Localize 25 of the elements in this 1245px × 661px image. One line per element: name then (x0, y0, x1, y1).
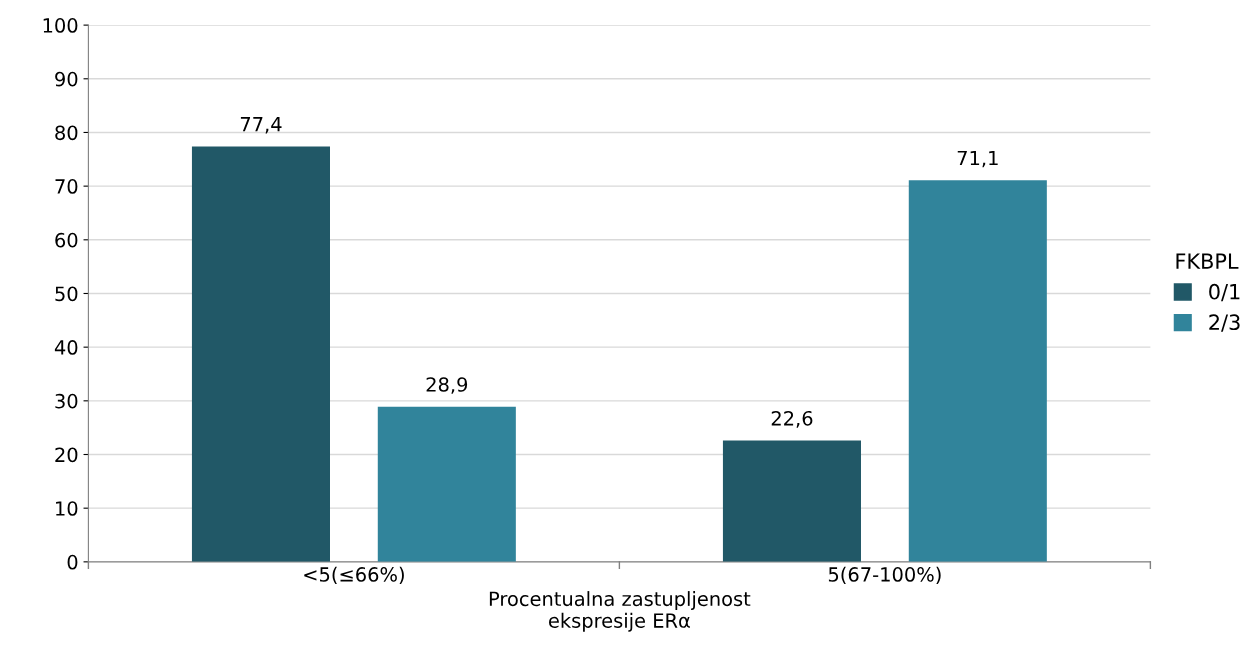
y-tick-label: 60 (55, 232, 78, 248)
y-tick-label: 40 (54, 340, 78, 355)
bar (908, 180, 1047, 562)
y-tick-label: 0 (67, 554, 78, 570)
y-tick-label: 30 (55, 393, 78, 409)
y-tick-label: 70 (55, 179, 78, 194)
legend-title: FKBPL (1176, 253, 1239, 269)
data-label: 77,4 (240, 117, 282, 134)
y-tick-label: 10 (56, 501, 78, 516)
y-tick-label: 100 (43, 18, 78, 33)
legend-label: 2/3 (1209, 314, 1240, 332)
bar (191, 146, 330, 562)
bar (377, 406, 516, 562)
data-label: 28,9 (426, 377, 468, 394)
x-axis-title: Procentualna zastupljenost ekspresije ERα (489, 591, 751, 632)
x-tick-label: 5(67-100%) (828, 566, 941, 585)
x-tick-label: <5(≤66%) (304, 566, 404, 585)
data-label: 71,1 (957, 150, 998, 168)
bar (722, 440, 861, 562)
legend-label: 0/1 (1209, 283, 1240, 302)
y-tick-label: 80 (55, 125, 78, 141)
data-label: 22,6 (771, 410, 813, 428)
y-tick-label: 20 (55, 447, 78, 463)
y-tick-label: 50 (55, 286, 78, 302)
y-tick-label: 90 (55, 71, 78, 87)
